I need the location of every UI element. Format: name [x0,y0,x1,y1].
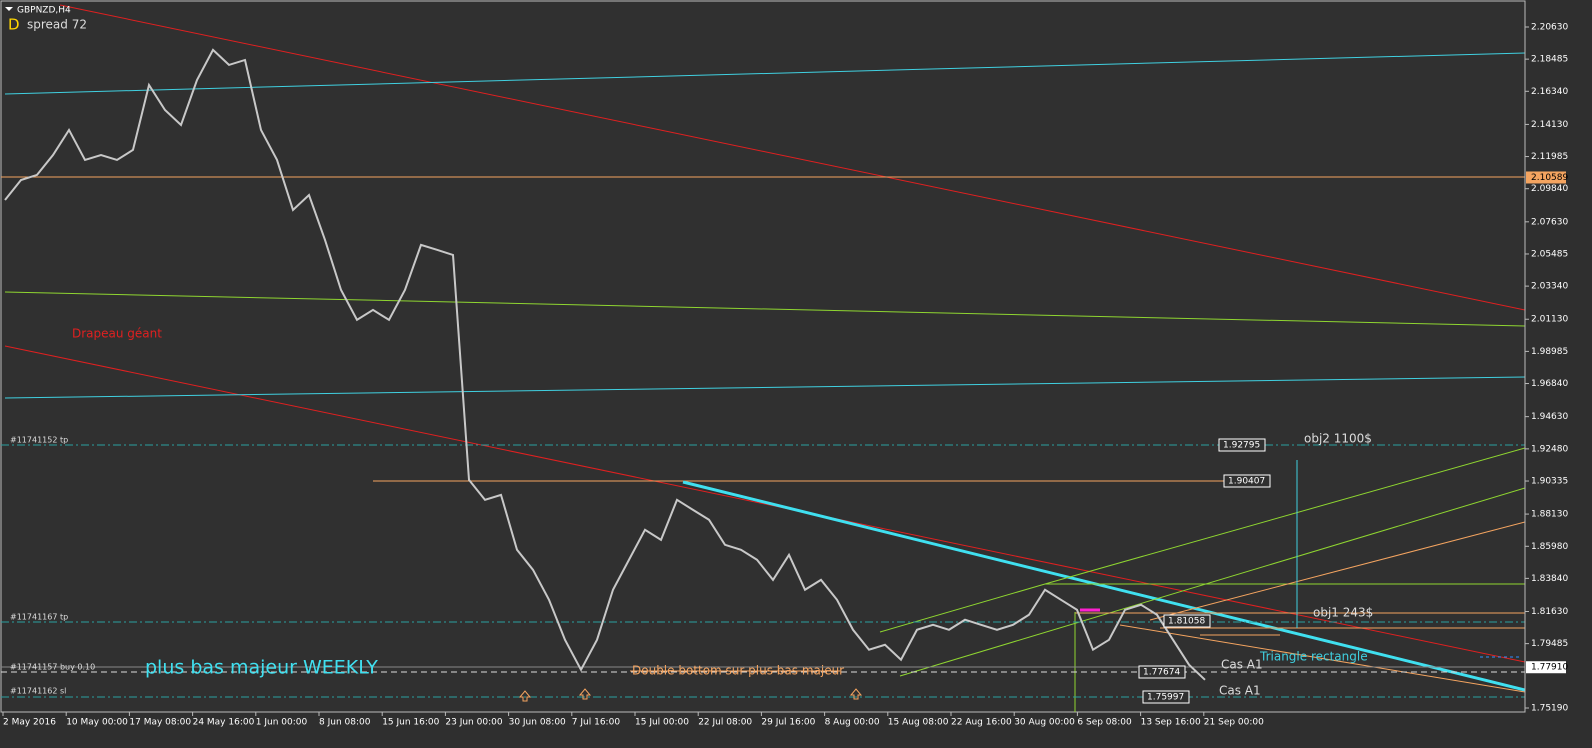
price-tick-label: 1.90335 [1531,477,1568,487]
price-tick-label: 1.85980 [1531,542,1568,552]
price-tick-label: 2.07630 [1531,217,1568,227]
price-tick-label: 2.09840 [1531,184,1568,194]
order-label: #11741167 tp [10,613,68,622]
time-tick-label: 15 Jul 00:00 [635,718,689,728]
price-tick-label: 2.01130 [1531,315,1568,325]
price-box [1138,665,1186,679]
badge: D [8,16,20,34]
dropdown-icon [5,7,13,11]
price-tick-label: 2.20630 [1531,23,1568,33]
order-label: #11741157 buy 0.10 [10,663,95,672]
price-box-label: 1.81058 [1168,617,1205,627]
time-tick-label: 7 Jul 16:00 [572,718,621,728]
annotation: Double bottom sur plus bas majeur [632,664,844,678]
price-marker-label: 2.10589 [1531,173,1568,183]
annotation: plus bas majeur WEEKLY [145,657,378,679]
time-tick-label: 13 Sep 16:00 [1141,718,1201,728]
time-tick-label: 17 May 08:00 [129,718,191,728]
plot-frame [0,0,1526,713]
annotation: Cas A1 [1219,684,1261,698]
trend-line [4,345,1526,663]
time-tick-label: 15 Jun 16:00 [382,718,439,728]
time-tick-label: 2 May 2016 [3,718,56,728]
price-box [1142,690,1190,704]
price-tick-label: 2.16340 [1531,87,1568,97]
price-tick-label: 1.92480 [1531,444,1568,454]
price-tick-label: 1.83840 [1531,574,1568,584]
order-label: #11741152 tp [10,436,68,445]
time-tick-label: 22 Jul 08:00 [698,718,752,728]
price-marker [1526,171,1566,184]
time-tick-label: 10 May 00:00 [66,718,128,728]
price-tick-label: 2.14130 [1531,120,1568,130]
price-tick-label: 2.05485 [1531,249,1568,259]
time-tick-label: 8 Jun 08:00 [319,718,371,728]
time-tick-label: 22 Aug 16:00 [951,718,1012,728]
price-tick-label: 1.79485 [1531,639,1568,649]
time-tick-label: 30 Jun 08:00 [509,718,566,728]
price-tick-label: 2.11985 [1531,152,1568,162]
trend-line [4,291,1526,327]
time-tick-label: 23 Jun 00:00 [445,718,502,728]
price-tick-label: 1.96840 [1531,379,1568,389]
time-tick-label: 24 May 16:00 [193,718,255,728]
trend-line [4,376,1526,399]
order-label: #11741162 sl [10,687,66,696]
trend-line [59,4,1526,311]
price-box-label: 1.75997 [1147,693,1184,703]
trend-line [1149,521,1526,621]
time-tick-label: 6 Sep 08:00 [1077,718,1132,728]
price-tick-label: 1.94630 [1531,412,1568,422]
annotation: Cas A1 [1221,658,1263,672]
annotation: obj1 243$ [1313,606,1373,620]
price-tick-label: 1.98985 [1531,347,1568,357]
annotation: Triangle rectangle [1259,650,1368,664]
price-tick-label: 1.88130 [1531,510,1568,520]
trend-line [4,52,1526,95]
arrow-icons [518,688,863,702]
annotation: obj2 1100$ [1304,432,1372,446]
symbol: GBPNZD,H4 [17,6,71,16]
price-tick-label: 1.75190 [1531,704,1568,714]
price-marker [1526,661,1566,674]
price-box [1163,614,1211,628]
annotation: Drapeau géant [72,327,162,341]
time-tick-label: 30 Aug 00:00 [1014,718,1075,728]
time-tick-label: 1 Jun 00:00 [256,718,308,728]
time-tick-label: 21 Sep 00:00 [1204,718,1264,728]
price-box [1223,474,1271,488]
price-box-label: 1.77674 [1143,668,1180,678]
trend-line [1119,624,1526,693]
price-box [1218,438,1266,452]
trend-line [682,480,1526,692]
spread: spread 72 [27,18,87,32]
price-line [4,48,1206,681]
drawings [1,4,1526,712]
time-tick-label: 29 Jul 16:00 [761,718,815,728]
channel-line [899,487,1526,677]
price-tick-label: 1.81630 [1531,607,1568,617]
price-tick-label: 2.03340 [1531,282,1568,292]
price-box-label: 1.92795 [1223,441,1260,451]
time-tick-label: 15 Aug 08:00 [888,718,949,728]
price-marker-label: 1.77910 [1531,663,1568,673]
price-box-label: 1.90407 [1228,477,1265,487]
price-tick-label: 2.18485 [1531,55,1568,65]
time-tick-label: 8 Aug 00:00 [825,718,880,728]
